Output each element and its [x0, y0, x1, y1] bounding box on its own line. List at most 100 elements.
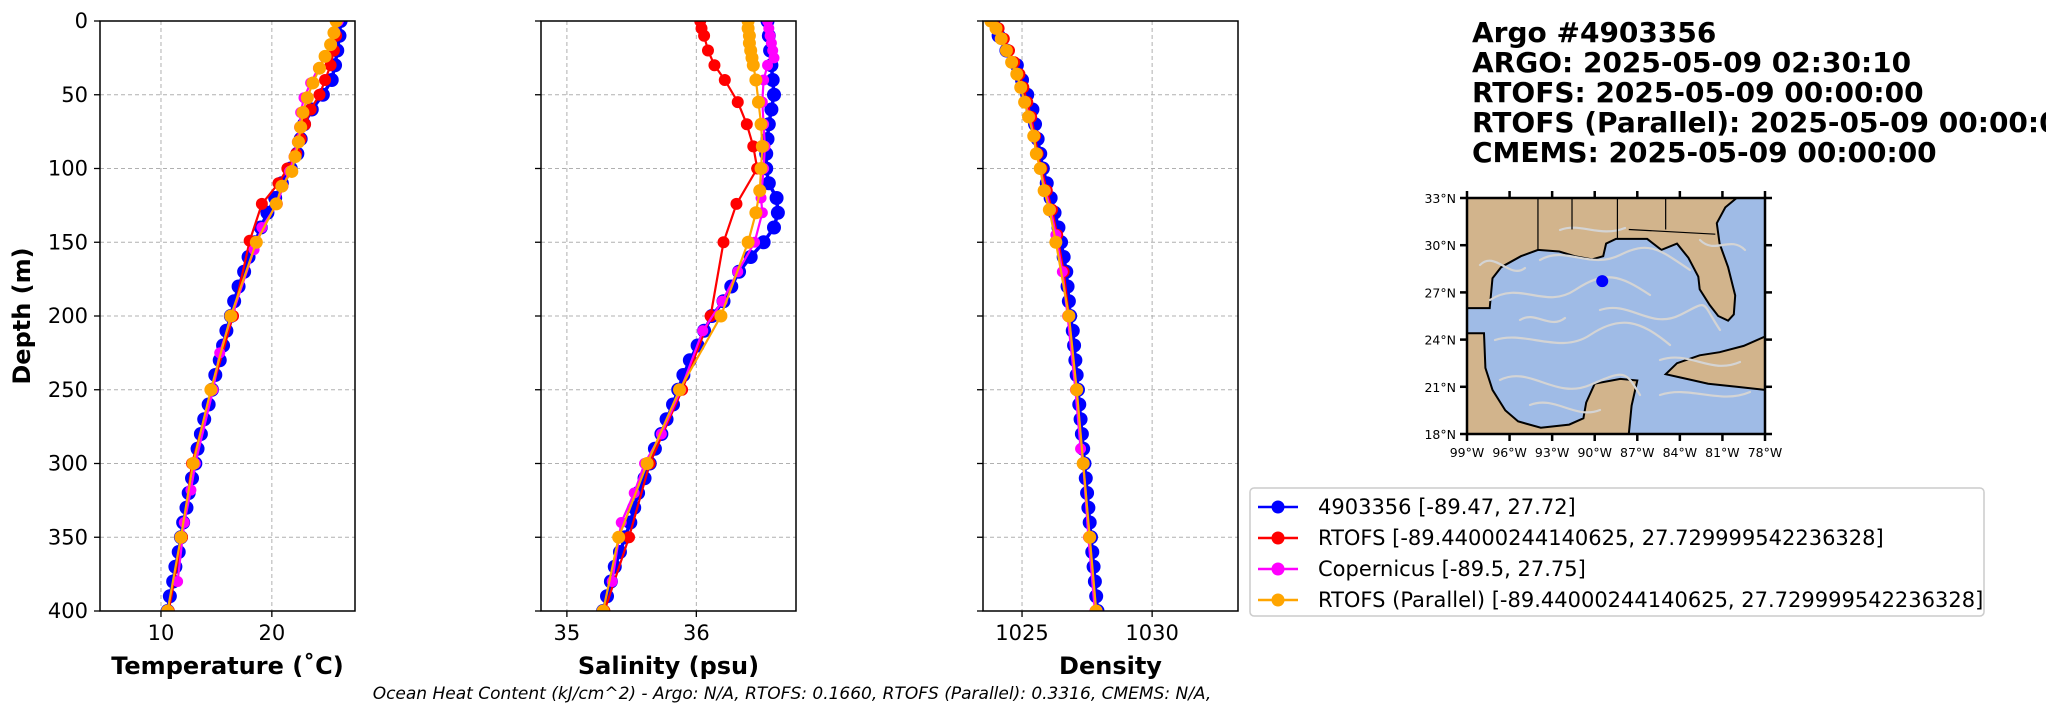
- state-border: [1628, 228, 1716, 235]
- legend-box: [1249, 487, 1985, 617]
- legend-entry-rtofs: RTOFS [-89.44000244140625, 27.7299995422…: [1258, 526, 1884, 550]
- data-point: [769, 191, 784, 205]
- x-axis-label: Density: [1059, 652, 1162, 680]
- data-point: [989, 21, 1003, 35]
- data-point: [204, 383, 218, 397]
- data-point: [1068, 353, 1083, 368]
- x-tick-label: 1025: [995, 621, 1048, 645]
- data-point: [740, 118, 753, 131]
- data-point: [741, 235, 755, 249]
- data-point: [697, 325, 709, 337]
- data-point: [1018, 95, 1032, 109]
- data-point: [300, 91, 314, 105]
- data-point: [1027, 129, 1041, 143]
- lat-tick-label: 24°N: [1424, 333, 1456, 348]
- data-point: [1049, 235, 1063, 249]
- data-point: [319, 74, 332, 86]
- data-point: [1061, 294, 1076, 309]
- data-point: [1005, 55, 1019, 69]
- title-line-3: RTOFS: 2025-05-09 00:00:00: [1472, 76, 1924, 109]
- streamline: [1498, 373, 1642, 397]
- lon-tick-label: 93°W: [1535, 445, 1570, 460]
- axes-frame: [540, 20, 797, 612]
- data-point: [174, 530, 188, 544]
- lat-tick-label: 33°N: [1424, 191, 1456, 206]
- y-tick-label: 350: [48, 525, 88, 549]
- y-tick-label: 250: [48, 378, 88, 402]
- data-point: [1083, 530, 1097, 544]
- y-tick-label: 300: [48, 452, 88, 476]
- axes-frame: [982, 20, 1239, 612]
- data-point: [766, 87, 781, 102]
- data-point: [708, 59, 721, 72]
- streamline: [1493, 321, 1672, 347]
- data-point: [269, 197, 283, 211]
- data-point: [306, 76, 320, 90]
- float-marker: [1596, 275, 1609, 288]
- data-point: [296, 105, 310, 119]
- legend-label: RTOFS [-89.44000244140625, 27.7299995422…: [1318, 526, 1884, 550]
- legend: 4903356 [-89.47, 27.72] RTOFS [-89.440002…: [1249, 487, 1985, 617]
- data-point: [275, 179, 289, 193]
- data-point: [1081, 500, 1096, 515]
- data-point: [756, 235, 771, 250]
- title-line-2: ARGO: 2025-05-09 02:30:10: [1472, 46, 1911, 79]
- lon-tick-label: 96°W: [1492, 445, 1527, 460]
- streamline: [1518, 316, 1567, 324]
- streamline: [1538, 246, 1692, 272]
- data-point: [755, 139, 769, 153]
- lon-tick-label: 81°W: [1705, 445, 1740, 460]
- series-rtofs_parallel: [596, 21, 769, 611]
- x-tick-label: 35: [554, 621, 581, 645]
- data-point: [329, 21, 343, 28]
- legend-marker: [1271, 593, 1285, 607]
- lon-tick-label: 99°W: [1450, 445, 1485, 460]
- data-point: [318, 49, 332, 63]
- streamline: [1658, 390, 1752, 398]
- data-point: [186, 457, 200, 470]
- streamline: [1528, 401, 1602, 414]
- data-point: [1075, 443, 1087, 455]
- location-map: 33°N 30°N 27°N 24°N 21°N 18°N 99°W 96°W 93°W 90°W…: [1424, 191, 1782, 460]
- legend-entry-copernicus: Copernicus [-89.5, 27.75]: [1258, 557, 1586, 581]
- data-point: [291, 135, 305, 149]
- x-tick-label: 1030: [1125, 621, 1178, 645]
- lat-tick-label: 18°N: [1424, 427, 1456, 442]
- data-point: [749, 73, 763, 87]
- data-point: [754, 162, 768, 175]
- data-point: [288, 150, 302, 164]
- data-point: [623, 531, 636, 544]
- data-point: [1076, 457, 1090, 470]
- data-point: [255, 197, 268, 210]
- lat-tick-label: 27°N: [1424, 285, 1456, 300]
- data-point: [1010, 67, 1024, 81]
- plot-area: [984, 21, 1105, 611]
- data-point: [172, 576, 184, 587]
- data-point: [673, 383, 687, 397]
- legend-marker: [1271, 531, 1285, 545]
- data-point: [161, 604, 175, 611]
- data-point: [324, 38, 338, 52]
- data-point: [1042, 203, 1056, 217]
- y-axis-label: Depth (m): [8, 247, 36, 384]
- data-point: [761, 176, 776, 191]
- series-rtofs_parallel: [161, 21, 343, 611]
- lon-tick-label: 84°W: [1663, 445, 1698, 460]
- data-point: [1022, 110, 1036, 124]
- profile-panel-3: 1025 1030 Density: [977, 20, 1239, 680]
- data-point: [1089, 604, 1103, 611]
- data-point: [762, 59, 774, 71]
- legend-marker: [1271, 500, 1285, 514]
- data-point: [640, 457, 654, 470]
- data-point: [751, 95, 765, 109]
- streamline: [1598, 304, 1722, 332]
- y-tick-label: 200: [48, 304, 88, 328]
- data-point: [746, 58, 760, 72]
- title-line-1: Argo #4903356: [1472, 16, 1716, 49]
- streamline: [1488, 276, 1652, 302]
- legend-label: RTOFS (Parallel) [-89.44000244140625, 27…: [1318, 588, 1983, 612]
- data-point: [766, 220, 781, 235]
- x-tick-label: 20: [258, 621, 285, 645]
- streamline: [1558, 226, 1627, 233]
- title-line-5: CMEMS: 2025-05-09 00:00:00: [1472, 136, 1937, 169]
